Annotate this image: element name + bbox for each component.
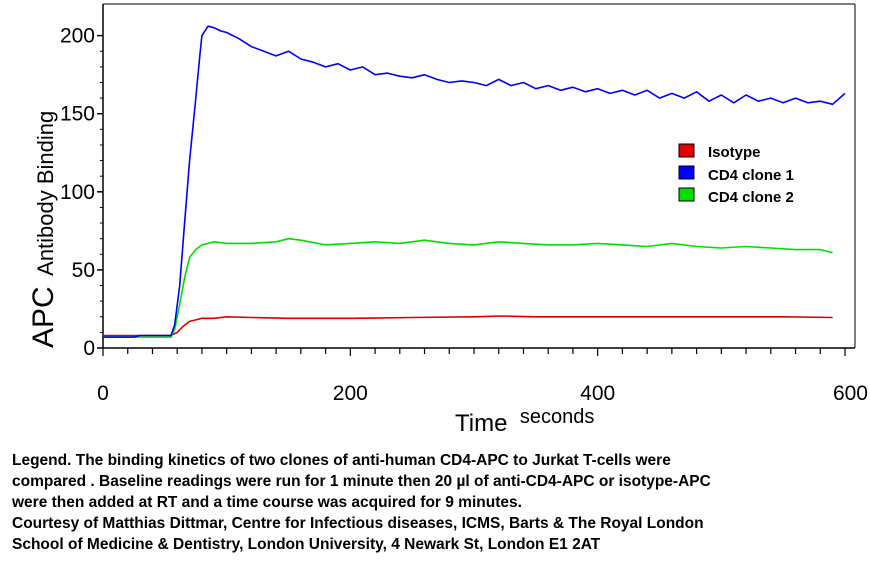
y-axis-title-rest: Antibody Binding	[33, 111, 58, 276]
legend-swatch-isotype	[678, 143, 695, 158]
y-axis-title-main: APC	[27, 286, 60, 348]
y-tick-label-150: 150	[60, 103, 95, 126]
y-tick-label-50: 50	[72, 259, 95, 282]
series-line-cd4-clone-2	[103, 237, 833, 338]
caption-line-3: were then added at RT and a time course …	[12, 494, 522, 511]
x-tick-label-0: 0	[97, 382, 109, 405]
x-ticks: 0 200 400 600	[97, 348, 868, 405]
legend-swatch-cd4-clone-2	[678, 187, 695, 202]
legend-label-isotype: Isotype	[708, 144, 761, 161]
y-axis-title: APC Antibody Binding	[27, 111, 60, 348]
x-axis-title-unit: seconds	[520, 406, 595, 428]
series-lines	[103, 25, 846, 338]
x-axis-title: Time seconds	[455, 406, 594, 437]
legend: Isotype CD4 clone 1 CD4 clone 2	[678, 143, 794, 206]
y-tick-label-100: 100	[60, 181, 95, 204]
x-tick-label-200: 200	[333, 382, 368, 405]
legend-swatch-cd4-clone-1	[678, 165, 695, 180]
caption-line-5: School of Medicine & Dentistry, London U…	[12, 536, 601, 553]
x-tick-label-600: 600	[833, 382, 868, 405]
legend-label-cd4-clone-2: CD4 clone 2	[708, 189, 794, 206]
series-line-isotype	[103, 315, 833, 337]
y-tick-label-0: 0	[83, 337, 95, 360]
caption-line-1: Legend. The binding kinetics of two clon…	[12, 452, 671, 469]
y-tick-label-200: 200	[60, 25, 95, 48]
y-ticks: 0 50 100 150 200	[60, 25, 103, 360]
legend-label-cd4-clone-1: CD4 clone 1	[708, 167, 794, 184]
caption-line-2: compared . Baseline readings were run fo…	[12, 473, 711, 490]
line-chart: 0 50 100 150 200 0 200 400 600 Isotype CD4 clon…	[27, 3, 868, 437]
x-tick-label-400: 400	[580, 382, 615, 405]
x-axis-title-main: Time	[455, 410, 507, 437]
svg-text:APC Antibody Binding: APC Antibody Binding	[27, 111, 60, 348]
figure-caption: Legend. The binding kinetics of two clon…	[12, 450, 862, 555]
caption-line-4: Courtesy of Matthias Dittmar, Centre for…	[12, 515, 704, 532]
series-line-cd4-clone-1	[103, 25, 846, 338]
